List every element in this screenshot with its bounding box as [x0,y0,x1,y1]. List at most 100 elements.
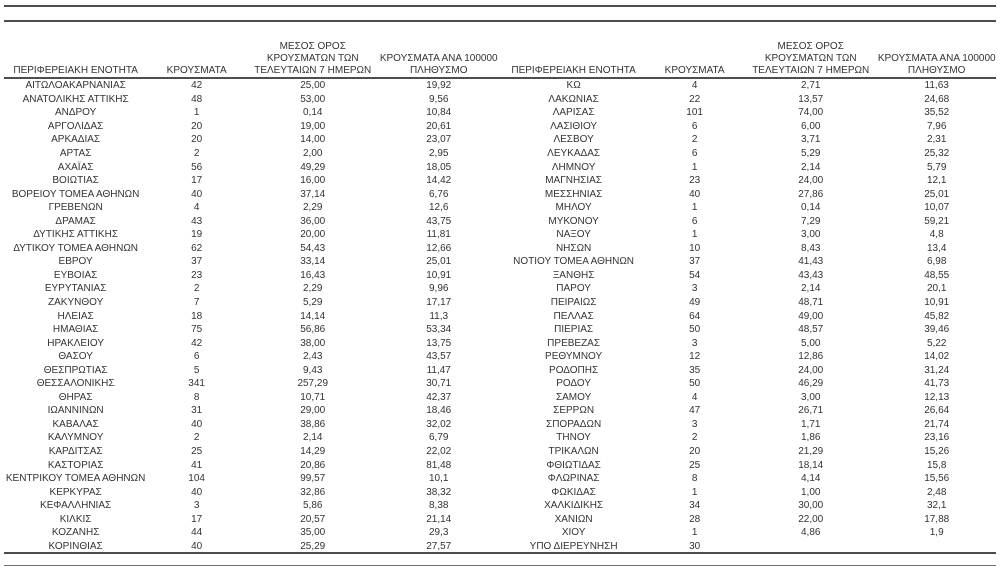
per100k-cell: 10,91 [426,269,452,281]
avg7-cell: 2,14 [800,283,821,295]
table-row: ΥΠΟ ΔΙΕΡΕΥΝΗΣΗ 30 [502,540,996,554]
header-region-label: ΠΕΡΙΦΕΡΕΙΑΚΗ ΕΝΟΤΗΤΑ [13,65,138,76]
avg7-cell: 4,14 [800,473,821,485]
region-cell: ΛΕΥΚΑΔΑΣ [547,148,601,159]
avg7-cell: 12,86 [798,351,824,363]
avg7-cell: 20,86 [300,459,326,471]
table-row: ΚΕΡΚΥΡΑΣ 40 32,86 38,32 [4,485,498,499]
avg7-cell: 37,14 [300,188,326,200]
table-row: ΗΛΕΙΑΣ 18 14,14 11,3 [4,309,498,323]
header-cases-label: ΚΡΟΥΣΜΑΤΑ [664,65,725,76]
region-cell: ΛΗΜΝΟΥ [551,161,596,173]
per100k-cell: 12,13 [924,391,950,403]
per100k-cell: 25,32 [924,148,950,159]
cases-cell: 2 [193,432,200,444]
region-cell: ΑΧΑΪΑΣ [57,161,94,173]
cases-cell: 6 [691,148,698,159]
per100k-cell: 42,37 [426,391,452,403]
region-cell: ΚΕΝΤΡΙΚΟΥ ΤΟΜΕΑ ΑΘΗΝΩΝ [5,473,146,485]
per100k-cell: 18,46 [426,405,452,417]
cases-cell: 6 [193,351,200,363]
per100k-cell: 12,6 [428,202,449,214]
per100k-cell: 26,64 [924,405,950,417]
region-cell: ΘΑΣΟΥ [58,351,93,363]
per100k-cell: 20,1 [926,283,947,295]
region-cell: ΔΥΤΙΚΗΣ ΑΤΤΙΚΗΣ [33,229,119,241]
per100k-cell: 2,48 [926,486,947,498]
per100k-cell: 13,75 [426,337,452,349]
cases-cell: 1 [691,486,698,498]
region-cell: ΤΗΝΟΥ [556,432,591,444]
bottom-rule-2 [4,565,996,566]
avg7-cell: 6,00 [800,120,821,132]
table-row: ΠΙΕΡΙΑΣ 50 48,57 39,46 [502,323,996,337]
per100k-cell: 43,57 [426,351,452,363]
header-avg7-line1: ΜΕΣΟΣ ΟΡΟΣ [777,41,844,52]
region-cell: ΜΑΓΝΗΣΙΑΣ [545,175,602,187]
per100k-cell: 29,3 [428,527,449,539]
avg7-cell: 38,00 [300,337,326,349]
per100k-cell: 10,91 [924,297,950,309]
avg7-cell: 25,29 [300,540,326,552]
header-avg7: ΜΕΣΟΣ ΟΡΟΣ ΚΡΟΥΣΜΑΤΩΝ ΤΩΝ ΤΕΛΕΥΤΑΙΩΝ 7 Η… [246,23,379,79]
per100k-cell: 10,84 [426,107,452,119]
table-row: ΛΑΡΙΣΑΣ 101 74,00 35,52 [502,106,996,120]
per100k-cell: 81,48 [426,459,452,471]
avg7-cell: 14,29 [300,446,326,458]
per100k-cell: 25,01 [924,188,950,200]
per100k-cell: 48,55 [924,269,950,281]
table-row: ΕΒΡΟΥ 37 33,14 25,01 [4,255,498,269]
per100k-cell: 30,71 [426,378,452,390]
header-per100k-line2: ΠΛΗΘΥΣΜΟ [907,65,966,76]
per100k-cell: 53,34 [426,324,452,336]
region-cell: ΚΟΖΑΝΗΣ [51,527,100,539]
header-per100k-line2: ΠΛΗΘΥΣΜΟ [409,65,468,76]
region-cell: ΧΑΛΚΙΔΙΚΗΣ [544,500,604,512]
region-cell: ΦΛΩΡΙΝΑΣ [547,473,600,485]
per100k-cell: 19,92 [426,80,452,92]
per100k-cell: 5,79 [926,161,947,173]
per100k-cell: 7,96 [926,120,947,132]
header-avg7: ΜΕΣΟΣ ΟΡΟΣ ΚΡΟΥΣΜΑΤΩΝ ΤΩΝ ΤΕΛΕΥΤΑΙΩΝ 7 Η… [744,23,877,79]
table-row: ΑΙΤΩΛΟΑΚΑΡΝΑΝΙΑΣ 42 25,00 19,92 [4,79,498,93]
region-cell: ΑΡΓΟΛΙΔΑΣ [47,120,104,132]
avg7-cell: 4,86 [800,527,821,539]
region-cell: ΑΝΑΤΟΛΙΚΗΣ ΑΤΤΙΚΗΣ [22,93,129,105]
region-cell: ΕΥΡΥΤΑΝΙΑΣ [44,283,107,295]
cases-cell: 5 [193,364,200,376]
avg7-cell: 20,57 [300,513,326,525]
cases-cell: 40 [191,188,203,200]
per100k-cell: 31,24 [924,364,950,376]
region-cell: ΛΑΣΙΘΙΟΥ [550,120,598,132]
avg7-cell: 48,57 [798,324,824,336]
avg7-cell: 2,14 [303,432,323,444]
table-row: ΘΕΣΠΡΩΤΙΑΣ 5 9,43 11,47 [4,363,498,377]
table-row: ΡΟΔΟΥ 50 46,29 41,73 [502,377,996,391]
per100k-cell: 23,16 [924,432,950,444]
avg7-cell: 2,71 [800,80,821,92]
avg7-cell: 257,29 [297,378,329,390]
region-cell: ΚΑΣΤΟΡΙΑΣ [47,459,104,471]
table-row: ΔΡΑΜΑΣ 43 36,00 43,75 [4,214,498,228]
per100k-cell: 1,9 [929,527,944,539]
table-row: ΚΑΡΔΙΤΣΑΣ 25 14,29 22,02 [4,445,498,459]
region-cell: ΡΟΔΟΥ [556,378,592,390]
cases-cell: 20 [689,446,701,458]
avg7-cell: 8,43 [800,242,821,254]
avg7-cell: 54,43 [300,242,326,254]
cases-cell: 37 [689,256,701,268]
avg7-cell: 5,29 [303,297,323,309]
region-cell: ΞΑΝΘΗΣ [552,269,595,281]
table-row: ΚΩ 4 2,71 11,63 [502,79,996,93]
table-header: ΠΕΡΙΦΕΡΕΙΑΚΗ ΕΝΟΤΗΤΑ ΚΡΟΥΣΜΑΤΑ ΜΕΣΟΣ ΟΡΟ… [502,23,996,79]
avg7-cell: 74,00 [798,107,824,119]
table-row: ΔΥΤΙΚΟΥ ΤΟΜΕΑ ΑΘΗΝΩΝ 62 54,43 12,66 [4,242,498,256]
per100k-cell: 11,63 [924,80,949,92]
cases-cell: 4 [691,80,698,92]
region-cell: ΑΝΔΡΟΥ [54,107,97,119]
cases-cell: 48 [191,93,203,105]
region-cell: ΜΗΛΟΥ [555,202,592,214]
region-cell: ΠΙΕΡΙΑΣ [554,324,594,336]
cases-cell: 4 [193,202,200,214]
cases-cell: 35 [689,364,701,376]
